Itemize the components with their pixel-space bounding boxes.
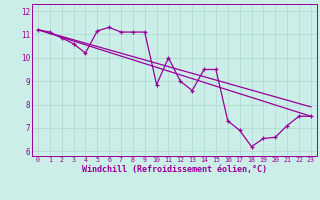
X-axis label: Windchill (Refroidissement éolien,°C): Windchill (Refroidissement éolien,°C) [82, 165, 267, 174]
